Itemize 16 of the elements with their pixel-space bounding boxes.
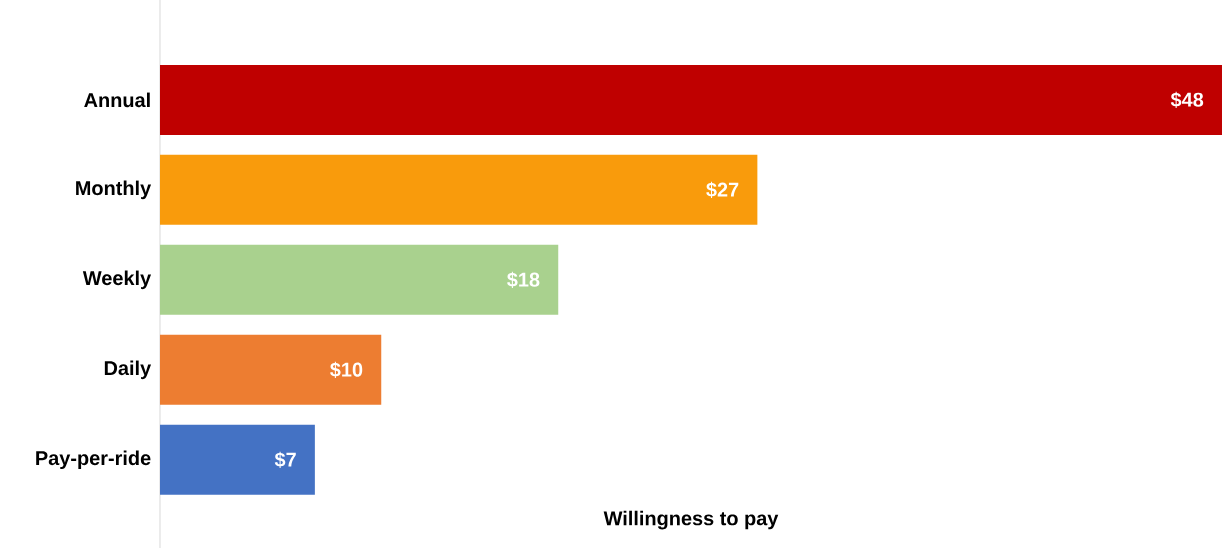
y-tick-label: Annual: [84, 92, 150, 108]
bar: [160, 334, 382, 405]
bar: [160, 154, 758, 225]
bar: [160, 64, 1222, 135]
data-label: $27: [706, 181, 739, 199]
data-label: $10: [330, 361, 363, 378]
data-label: $48: [1170, 91, 1204, 109]
y-tick-label: Daily: [104, 360, 152, 380]
y-tick-label: Pay-per-ride: [36, 450, 151, 470]
x-axis-title: Willingness to pay: [603, 510, 779, 530]
y-tick-label: Monthly: [76, 180, 152, 200]
data-label: $18: [507, 271, 540, 288]
data-label: $7: [274, 451, 296, 468]
bar: [160, 424, 315, 495]
bar: [160, 244, 559, 315]
y-tick-label: Weekly: [82, 270, 152, 290]
